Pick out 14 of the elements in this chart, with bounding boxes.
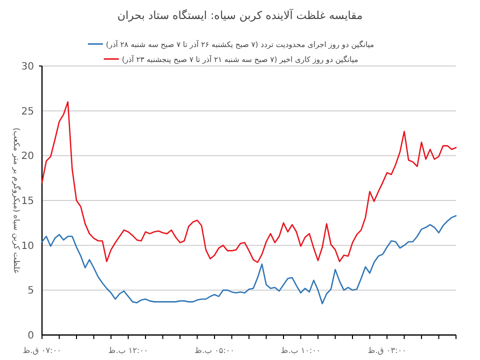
y-tick-label: 15 <box>21 196 34 207</box>
y-tick-label: 5 <box>28 286 34 297</box>
title: مقایسه غلظت آلاینده کربن سیاه: ایستگاه ستاد بحران <box>117 9 363 22</box>
y-tick-label: 20 <box>21 151 34 162</box>
x-tick-label: ۱۲:۰۰ ب.ظ <box>108 346 148 355</box>
y-axis-title: غلظت کربن سیاه (میکروگرم بر متر مکعب) <box>12 128 22 274</box>
y-tick-label: 0 <box>28 330 34 342</box>
x-tick-label: ۰۵:۰۰ ب.ظ <box>194 346 234 355</box>
y-tick-label: 30 <box>21 62 34 72</box>
x-tick-label: ۰۳:۰۰ ق.ظ <box>368 346 406 355</box>
x-tick-label: ۱۰:۰۰ ب.ظ <box>280 346 321 355</box>
y-tick-label: 25 <box>21 106 34 118</box>
x-tick-label: ۰۷:۰۰ ق.ظ <box>22 346 62 355</box>
y-tick-label: 10 <box>21 240 34 252</box>
